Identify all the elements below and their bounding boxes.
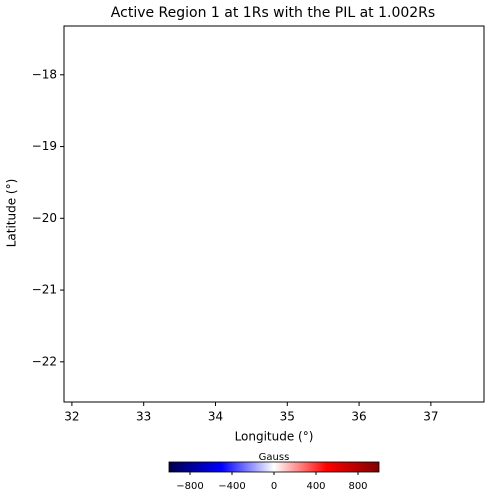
x-tick-label: 37 [423,410,438,424]
plot-frame [63,25,485,403]
x-tick-label: 34 [208,410,223,424]
x-tick-label: 36 [351,410,366,424]
x-axis-label: Longitude (°) [235,430,314,444]
colorbar-tick-label: 0 [271,481,277,492]
colorbar [168,461,380,473]
x-tick-label: 32 [64,410,79,424]
x-tick-label: 35 [280,410,295,424]
chart-title: Active Region 1 at 1Rs with the PIL at 1… [111,5,435,21]
colorbar-label: Gauss [259,452,290,463]
y-tick-label: −22 [32,354,57,368]
colorbar-tick-label: 800 [348,481,367,492]
colorbar-tick-label: −800 [176,481,203,492]
y-tick-label: −20 [32,211,57,225]
y-axis-label: Latitude (°) [5,179,19,248]
y-tick-label: −21 [32,283,57,297]
colorbar-tick-label: 400 [306,481,325,492]
y-tick-label: −18 [32,67,57,81]
y-tick-label: −19 [32,139,57,153]
x-tick-label: 33 [136,410,151,424]
colorbar-tick-label: −400 [218,481,245,492]
